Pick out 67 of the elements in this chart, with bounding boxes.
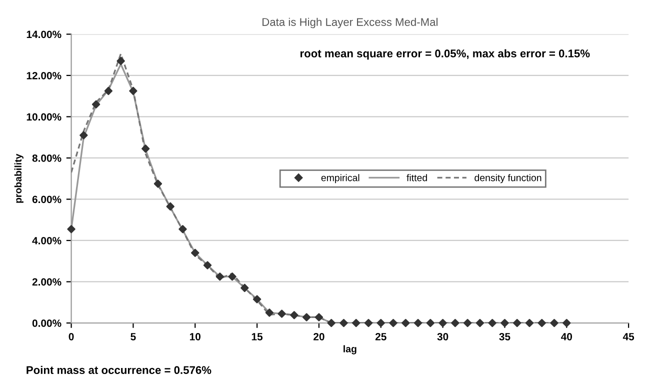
y-tick-label: 10.00% (26, 113, 62, 121)
point (402, 318, 410, 328)
point (240, 284, 249, 292)
text: Point mass at occurrence = 0.576% (26, 366, 212, 374)
point (154, 180, 162, 188)
point (488, 318, 496, 328)
legend-label: empirical (321, 174, 360, 184)
point (67, 225, 76, 234)
point (463, 318, 472, 328)
point (141, 144, 150, 153)
point (340, 318, 348, 328)
point (265, 308, 274, 317)
point (129, 86, 138, 96)
y-tick-label: 0.00% (32, 320, 62, 327)
point (278, 310, 286, 318)
legend-label: fitted (406, 174, 427, 182)
y-tick-label: 2.00% (32, 278, 62, 286)
point (314, 313, 324, 322)
x-tick-label: 30 (437, 332, 448, 340)
x-tick-label: 20 (314, 332, 324, 340)
point (414, 318, 422, 328)
point (550, 318, 558, 328)
point (352, 318, 360, 328)
point (525, 318, 534, 328)
x-tick-label: 0 (68, 332, 74, 340)
point (116, 56, 125, 66)
point (302, 313, 311, 322)
point (376, 318, 385, 328)
point (191, 248, 200, 257)
point (500, 318, 509, 328)
y-tick-label: 12.00% (26, 72, 62, 80)
point (364, 318, 373, 328)
point (80, 131, 88, 140)
point (562, 318, 571, 328)
point (476, 318, 484, 328)
x-tick-label: 5 (130, 333, 136, 340)
x-tick-label: 25 (375, 332, 386, 340)
point (92, 100, 100, 108)
annotation: root mean square error = 0.05%, max abs error = 0.15% (300, 49, 590, 60)
x-tick-label: 15 (252, 333, 263, 340)
point (166, 202, 174, 211)
point (228, 272, 236, 281)
point (252, 295, 262, 304)
chart-title: Data is High Layer Excess Med-Mal (262, 18, 438, 28)
x-tick-label: 40 (561, 332, 572, 340)
x-tick-label: 10 (190, 332, 200, 340)
point (451, 318, 460, 328)
point (203, 261, 212, 270)
y-axis-title: probability (14, 154, 24, 203)
point (104, 86, 113, 96)
point (178, 225, 187, 234)
point (538, 318, 546, 328)
y-tick-label: 8.00% (32, 154, 62, 162)
y-tick-label: 14.00% (26, 30, 62, 38)
x-tick-label: 35 (499, 332, 510, 340)
y-tick-label: 4.00% (32, 236, 62, 244)
point (216, 272, 224, 281)
point (513, 318, 522, 328)
y-tick-label: 6.00% (32, 196, 62, 204)
point (438, 318, 447, 328)
point (290, 311, 298, 320)
x-axis-title: lag (344, 345, 356, 354)
point (426, 318, 435, 328)
x-tick-label: 45 (622, 333, 634, 340)
legend-label: density function (474, 174, 542, 184)
point (327, 318, 336, 328)
point (389, 318, 398, 328)
